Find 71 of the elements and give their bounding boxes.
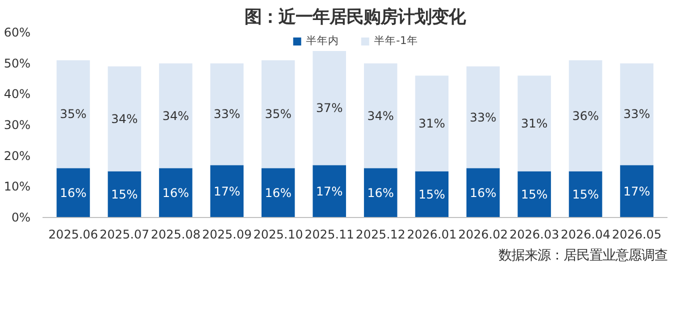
x-tick-label: 2025.11 [304,228,354,242]
data-label: 16% [60,186,87,200]
x-tick-label: 2025.06 [48,228,98,242]
bar [518,76,551,172]
bar [466,168,500,218]
data-label: 16% [264,186,292,200]
bar [620,165,654,218]
data-label: 35% [264,107,292,122]
data-label: 16% [470,186,496,200]
bar [262,60,295,168]
data-label: 15% [111,187,138,202]
bar [620,63,654,166]
bar [159,168,192,218]
x-tick-label: 2026.02 [458,228,508,242]
x-tick-label: 2025.12 [356,228,406,242]
x-tick-label: 2026.03 [509,228,560,242]
bar [568,60,602,172]
data-label: 33% [623,107,650,122]
data-label: 16% [162,186,190,200]
data-label: 16% [367,186,394,200]
bar [415,171,448,218]
data-label: 31% [520,116,548,130]
bar [364,63,398,168]
legend-label: 半年-1年 [374,34,418,48]
data-label: 17% [316,184,343,198]
x-tick-label: 2025.07 [100,228,150,242]
bar [518,171,551,218]
bar [364,168,398,218]
bar [56,168,90,218]
data-label: 34% [367,108,394,123]
data-label: 33% [214,107,240,122]
bar [56,60,90,168]
y-tick-label: 10% [4,180,30,194]
bar [466,66,500,168]
x-tick-label: 2025.08 [150,228,201,242]
data-label: 15% [418,187,446,202]
bar [312,51,346,166]
bar [210,63,244,166]
x-tick-label: 2025.10 [253,228,303,242]
y-tick-label: 40% [4,87,30,102]
data-label: 37% [316,101,343,116]
legend-label: 半年内 [306,34,340,48]
data-label: 17% [214,184,240,198]
bar [108,66,142,172]
data-label: 34% [162,108,190,123]
bar [415,76,448,172]
x-tick-label: 2026.01 [407,228,457,242]
data-label: 15% [520,187,548,202]
data-label: 15% [572,187,599,202]
data-label: 17% [623,184,650,198]
bar [159,63,192,168]
y-tick-label: 20% [4,148,30,163]
x-tick-label: 2026.04 [560,228,610,242]
data-label: 36% [572,108,599,123]
bar [210,165,244,218]
y-tick-label: 0% [11,210,31,224]
bar [312,165,346,218]
bar [568,171,602,218]
bar [108,171,142,218]
data-label: 33% [470,110,496,124]
chart-title: 图：近一年居民购房计划变化 [244,8,466,28]
bar [262,168,295,218]
y-tick-label: 50% [4,56,30,70]
data-label: 31% [418,116,446,130]
x-tick-label: 2026.05 [612,228,662,242]
y-tick-label: 60% [4,26,30,40]
source-note: 数据来源：居民置业意愿调查 [498,248,668,264]
y-tick-label: 30% [4,118,30,132]
x-tick-label: 2025.09 [202,228,252,242]
data-label: 35% [60,107,87,122]
data-label: 34% [111,112,138,126]
